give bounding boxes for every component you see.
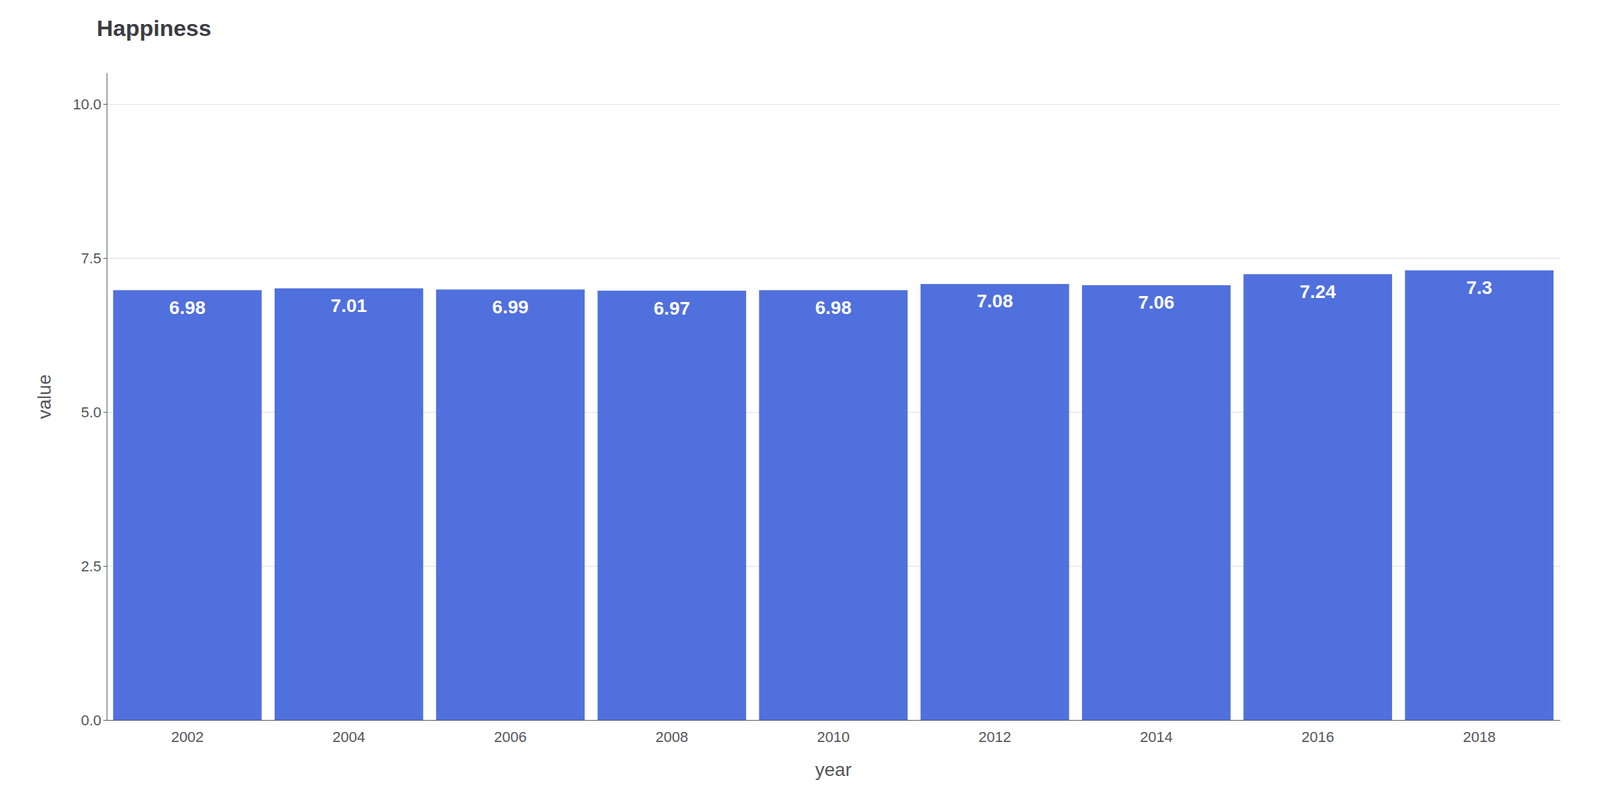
svg-text:2012: 2012 <box>978 728 1012 746</box>
svg-text:7.24: 7.24 <box>1299 281 1336 302</box>
svg-text:5.0: 5.0 <box>80 404 102 421</box>
svg-text:6.97: 6.97 <box>654 298 691 319</box>
svg-text:7.08: 7.08 <box>976 290 1014 312</box>
svg-text:Happiness: Happiness <box>96 15 212 41</box>
svg-text:year: year <box>815 759 852 780</box>
svg-text:7.5: 7.5 <box>80 250 102 267</box>
svg-text:2.5: 2.5 <box>80 558 102 575</box>
svg-text:6.99: 6.99 <box>492 296 529 318</box>
svg-text:2004: 2004 <box>332 728 366 746</box>
svg-text:2010: 2010 <box>817 728 850 746</box>
svg-text:2016: 2016 <box>1301 728 1334 746</box>
svg-text:2008: 2008 <box>655 728 688 746</box>
svg-text:7.3: 7.3 <box>1466 277 1492 298</box>
svg-text:10.0: 10.0 <box>72 96 102 113</box>
svg-text:7.01: 7.01 <box>330 295 368 316</box>
svg-text:7.06: 7.06 <box>1138 292 1175 313</box>
svg-text:6.98: 6.98 <box>169 297 206 318</box>
svg-text:6.98: 6.98 <box>815 297 852 318</box>
svg-text:value: value <box>34 374 55 420</box>
svg-text:2014: 2014 <box>1140 728 1173 746</box>
svg-text:2018: 2018 <box>1462 728 1496 746</box>
svg-text:2002: 2002 <box>171 728 204 746</box>
svg-text:0.0: 0.0 <box>80 712 102 729</box>
svg-text:2006: 2006 <box>494 728 527 746</box>
